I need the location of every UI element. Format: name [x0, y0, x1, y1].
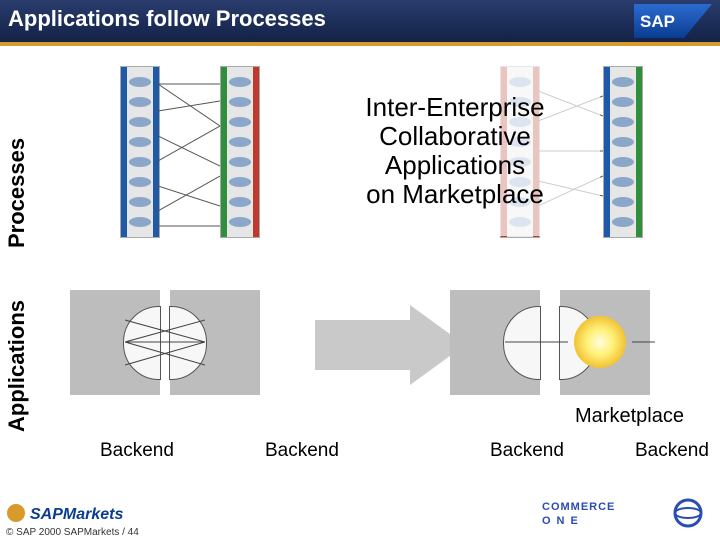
applications-axis-label: Applications [4, 300, 30, 432]
process-node [229, 77, 251, 87]
process-node [229, 177, 251, 187]
svg-text:SAPMarkets: SAPMarkets [30, 506, 123, 523]
process-node [612, 177, 634, 187]
marketplace-sun-icon [500, 290, 660, 395]
process-node [129, 137, 151, 147]
process-node [129, 117, 151, 127]
backend-labels-row: Backend Backend Backend Backend [70, 440, 710, 470]
svg-text:COMMERCE: COMMERCE [542, 501, 615, 513]
process-node [129, 197, 151, 207]
process-node [612, 117, 634, 127]
app-links-left [125, 290, 205, 395]
sap-logo: SAP [634, 4, 712, 38]
header-bar: Applications follow Processes SAP [0, 0, 720, 46]
process-node [129, 157, 151, 167]
process-node [229, 217, 251, 227]
process-node [129, 97, 151, 107]
marketplace-label: Marketplace [575, 405, 684, 428]
footer: SAPMarkets COMMERCE ONE © SAP 2000 SAPMa… [0, 492, 720, 540]
process-node [229, 137, 251, 147]
copyright-text: © SAP 2000 SAPMarkets / 44 [6, 527, 139, 538]
backend-label: Backend [490, 440, 564, 462]
backend-label: Backend [100, 440, 174, 462]
svg-text:SAP: SAP [640, 12, 675, 31]
process-links-left [158, 66, 220, 236]
overlay-text: Inter-Enterprise Collaborative Applicati… [365, 93, 544, 209]
process-node [612, 77, 634, 87]
backend-label: Backend [265, 440, 339, 462]
applications-diagram: Marketplace [70, 270, 710, 435]
page-title: Applications follow Processes [8, 6, 326, 32]
process-node [229, 117, 251, 127]
processes-axis-label: Processes [4, 138, 30, 248]
process-node [129, 217, 151, 227]
process-node [229, 157, 251, 167]
process-node [612, 197, 634, 207]
process-node [612, 217, 634, 227]
overlay-callout: Inter-Enterprise Collaborative Applicati… [310, 66, 600, 236]
commerceone-logo: COMMERCE ONE [542, 498, 712, 528]
sapmarkets-logo: SAPMarkets [6, 502, 156, 524]
process-column [120, 66, 160, 238]
process-node [129, 77, 151, 87]
process-node [612, 157, 634, 167]
processes-diagram: Inter-Enterprise Collaborative Applicati… [70, 60, 710, 250]
process-node [229, 97, 251, 107]
process-node [612, 137, 634, 147]
backend-label: Backend [635, 440, 709, 462]
process-node [612, 97, 634, 107]
transition-arrow-icon [315, 305, 465, 385]
process-node [129, 177, 151, 187]
process-column [220, 66, 260, 238]
svg-text:ONE: ONE [542, 515, 584, 527]
process-column [603, 66, 643, 238]
process-node [229, 197, 251, 207]
